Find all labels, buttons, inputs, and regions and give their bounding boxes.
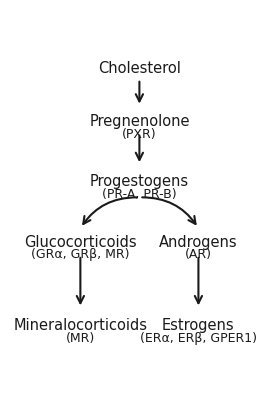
Text: (MR): (MR) — [66, 332, 95, 345]
Text: (PR-A, PR-B): (PR-A, PR-B) — [102, 188, 177, 202]
Text: (GRα, GRβ, MR): (GRα, GRβ, MR) — [31, 248, 130, 262]
Text: Pregnenolone: Pregnenolone — [89, 114, 190, 130]
Text: Glucocorticoids: Glucocorticoids — [24, 234, 137, 250]
Text: Androgens: Androgens — [159, 234, 238, 250]
Text: Cholesterol: Cholesterol — [98, 60, 181, 76]
Text: Mineralocorticoids: Mineralocorticoids — [13, 318, 147, 333]
Text: (PXR): (PXR) — [122, 128, 157, 141]
Text: (ERα, ERβ, GPER1): (ERα, ERβ, GPER1) — [140, 332, 257, 345]
Text: Estrogens: Estrogens — [162, 318, 235, 333]
Text: (AR): (AR) — [185, 248, 212, 262]
Text: Progestogens: Progestogens — [90, 174, 189, 190]
